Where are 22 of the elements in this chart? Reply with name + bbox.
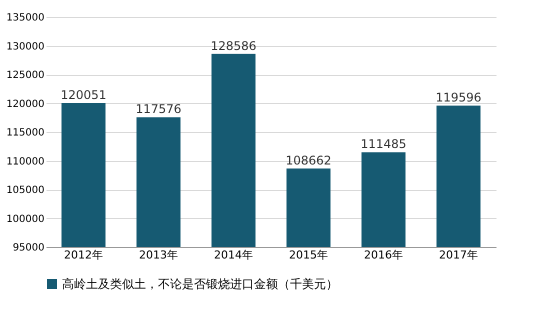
legend-label: 高岭土及类似土，不论是否锻烧进口金额（千美元） [62, 277, 338, 291]
x-tick-label: 2016年 [364, 248, 403, 262]
data-label: 108662 [286, 153, 332, 168]
y-tick-label: 120000 [6, 98, 44, 110]
y-tick-label: 135000 [6, 12, 44, 24]
data-label: 120051 [60, 88, 106, 102]
x-tick-label: 2013年 [139, 248, 178, 262]
x-tick-label: 2014年 [214, 248, 253, 262]
x-tick-label: 2017年 [439, 248, 478, 262]
data-label: 111485 [360, 137, 406, 152]
data-label: 128586 [210, 38, 256, 53]
y-tick-label: 115000 [6, 128, 44, 138]
x-tick-label: 2012年 [64, 248, 103, 262]
data-label: 119596 [436, 90, 482, 105]
y-tick-label: 110000 [6, 156, 44, 168]
y-tick-label: 125000 [6, 70, 44, 81]
data-label: 117576 [136, 102, 182, 116]
x-tick-label: 2015年 [289, 248, 328, 262]
y-tick-label: 95000 [12, 242, 44, 254]
y-tick-label: 100000 [6, 214, 44, 225]
y-tick-label: 130000 [6, 41, 44, 52]
y-tick-label: 105000 [6, 185, 44, 196]
